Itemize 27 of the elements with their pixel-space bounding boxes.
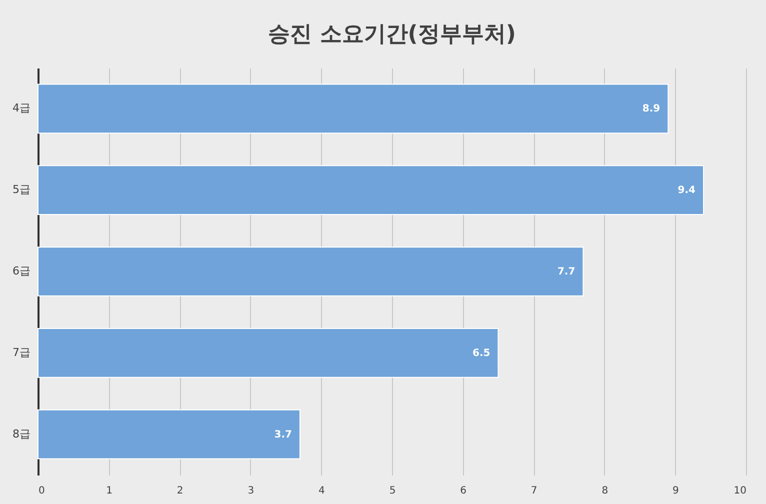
y-tick-label: 5급 xyxy=(12,183,30,196)
x-tick-label: 2 xyxy=(176,486,184,496)
x-tick-label: 1 xyxy=(106,486,112,496)
chart-title: 승진 소요기간(정부부처) xyxy=(268,22,516,47)
x-tick-label: 8 xyxy=(602,486,608,496)
x-tick-label: 7 xyxy=(530,486,538,496)
bar xyxy=(38,165,704,216)
x-tick-label: 5 xyxy=(389,486,396,496)
y-tick-label: 7급 xyxy=(12,346,30,359)
y-tick-label: 4급 xyxy=(12,102,30,115)
data-label: 9.4 xyxy=(678,185,696,196)
y-tick-label: 6급 xyxy=(12,264,30,278)
bar xyxy=(38,246,584,296)
data-label: 3.7 xyxy=(274,429,292,440)
bar xyxy=(38,84,669,134)
x-tick-label: 4 xyxy=(318,486,325,496)
x-tick-label: 10 xyxy=(734,486,746,496)
data-label: 7.7 xyxy=(557,266,576,278)
x-tick-label: 6 xyxy=(460,486,466,496)
bar xyxy=(38,328,499,378)
data-label: 6.5 xyxy=(472,348,490,359)
bar xyxy=(38,409,300,460)
x-tick-label: 3 xyxy=(248,486,254,496)
x-tick-label: 0 xyxy=(38,486,45,496)
y-tick-label: 8급 xyxy=(12,427,30,440)
x-tick-label: 9 xyxy=(672,486,679,496)
data-label: 8.9 xyxy=(642,104,660,115)
